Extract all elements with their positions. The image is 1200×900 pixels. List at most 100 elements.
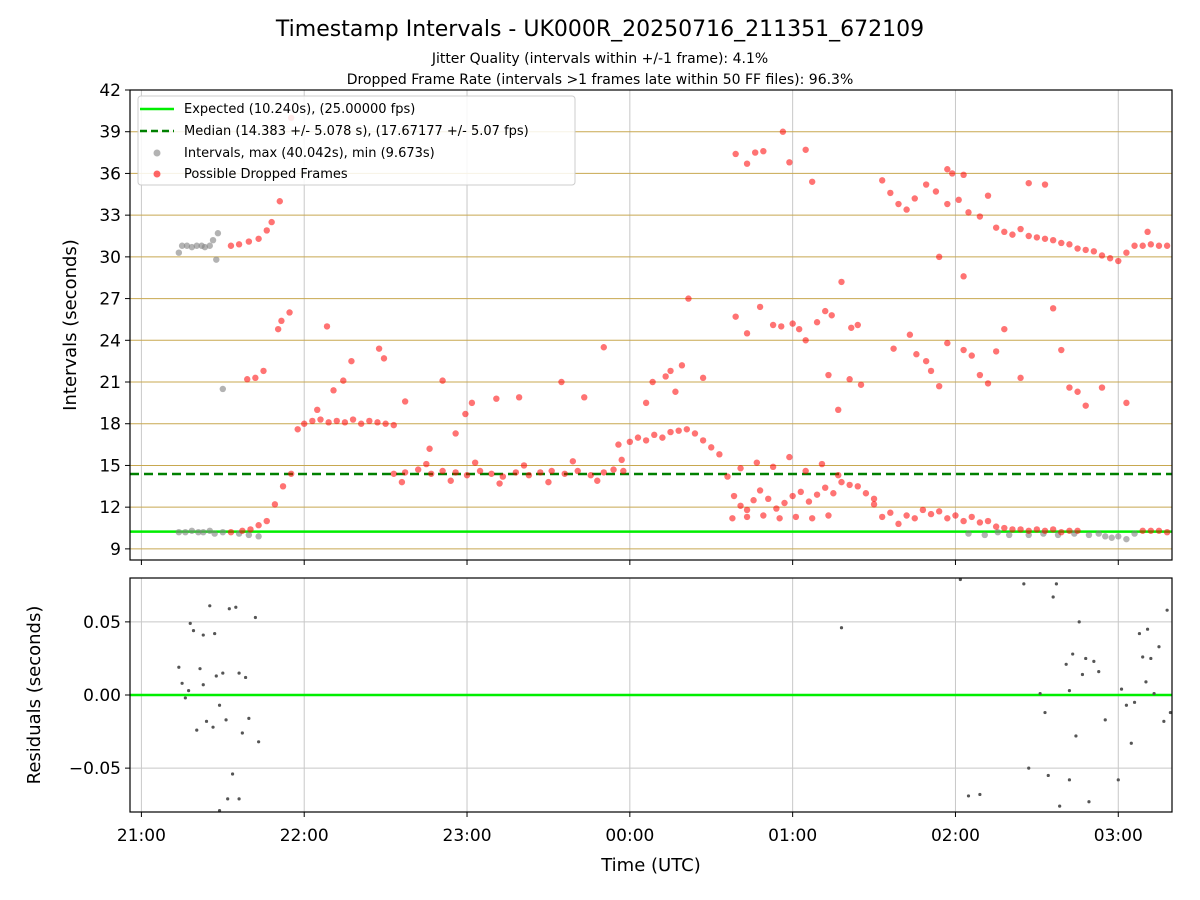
dropped-frame-point — [620, 467, 627, 475]
residual-point — [221, 671, 225, 675]
dropped-frame-point — [496, 480, 503, 487]
residual-point — [1157, 645, 1161, 649]
legend-expected-label: Expected (10.240s), (25.00000 fps) — [184, 102, 415, 117]
dropped-frame-point — [906, 331, 914, 338]
dropped-frame-point — [271, 501, 279, 508]
dropped-frame-point — [699, 374, 707, 382]
top-y-axis-label: Intervals (seconds) — [60, 239, 81, 411]
dropped-frame-point — [348, 357, 355, 365]
dropped-frame-point — [786, 159, 793, 166]
residual-point — [214, 674, 218, 678]
dropped-frame-point — [716, 451, 723, 458]
interval-point — [214, 230, 222, 237]
dropped-frame-point — [1025, 232, 1032, 240]
residual-point — [1067, 778, 1072, 782]
dropped-frame-point — [935, 508, 943, 515]
residual-point — [230, 772, 235, 776]
dropped-frame-point — [1066, 527, 1073, 534]
residual-point — [1084, 656, 1088, 661]
dropped-frame-point — [634, 434, 642, 441]
residual-point — [1064, 662, 1068, 666]
dropped-frame-point — [439, 467, 446, 475]
dropped-frame-point — [932, 188, 940, 195]
residual-point — [1137, 631, 1142, 636]
dropped-frame-point — [439, 377, 446, 384]
dropped-frame-point — [675, 427, 682, 434]
dropped-frame-point — [835, 471, 842, 479]
interval-point — [255, 533, 262, 540]
dropped-frame-point — [779, 128, 787, 135]
dropped-frame-point — [260, 367, 267, 375]
residual-point — [237, 797, 241, 801]
dropped-frame-point — [927, 510, 935, 518]
dropped-frame-point — [922, 181, 930, 188]
dropped-frame-point — [1049, 305, 1057, 312]
interval-point — [175, 249, 183, 256]
dropped-frame-point — [462, 410, 469, 418]
dropped-frame-point — [760, 512, 767, 519]
dropped-frame-point — [699, 437, 707, 444]
dropped-frame-point — [944, 200, 951, 208]
dropped-frame-point — [574, 467, 581, 475]
dropped-frame-point — [1001, 228, 1008, 236]
residual-point — [227, 607, 231, 611]
interval-point — [1131, 530, 1138, 537]
residual-point — [1149, 656, 1153, 661]
dropped-frame-point — [426, 445, 433, 452]
dropped-frame-point — [1001, 524, 1008, 532]
dropped-frame-point — [414, 466, 422, 473]
dropped-frame-point — [968, 513, 975, 521]
dropped-frame-point — [1058, 239, 1065, 247]
dropped-frame-point — [309, 417, 316, 425]
dropped-frame-point — [618, 456, 625, 464]
dropped-frame-point — [493, 395, 500, 402]
chart-title: Timestamp Intervals - UK000R_20250716_21… — [275, 17, 924, 42]
residual-point — [1054, 582, 1059, 586]
dropped-frame-point — [792, 513, 800, 521]
dropped-frame-point — [691, 430, 699, 437]
top-y-tick-label: 36 — [99, 164, 121, 184]
dropped-frame-point — [857, 381, 865, 388]
dropped-frame-point — [968, 352, 975, 359]
residual-point — [217, 808, 222, 813]
dropped-frame-point — [366, 417, 373, 425]
interval-point — [183, 242, 191, 249]
dropped-frame-point — [797, 488, 804, 496]
dropped-frame-point — [561, 470, 568, 477]
interval-point — [201, 243, 209, 251]
dropped-frame-point — [802, 467, 809, 475]
residual-point — [1092, 659, 1096, 663]
dropped-frame-point — [428, 470, 435, 477]
dropped-frame-point — [476, 467, 484, 475]
dropped-frame-point — [382, 420, 389, 427]
residual-point — [1141, 655, 1145, 659]
dropped-frame-point — [1147, 527, 1155, 534]
dropped-frame-point — [374, 419, 381, 426]
dropped-frame-point — [1066, 384, 1073, 391]
dropped-frame-point — [330, 387, 337, 394]
interval-point — [994, 528, 1001, 536]
residual-point — [204, 719, 209, 723]
interval-point — [965, 530, 972, 537]
dropped-frame-point — [789, 492, 796, 500]
dropped-frame-point — [651, 431, 658, 439]
interval-point — [1102, 533, 1109, 540]
dropped-frame-point — [813, 319, 821, 326]
dropped-frame-point — [848, 324, 855, 331]
dropped-frame-point — [1123, 249, 1130, 256]
interval-point — [219, 385, 227, 393]
dropped-frame-point — [649, 378, 656, 386]
dropped-frame-point — [976, 371, 984, 379]
residual-point — [1077, 620, 1081, 624]
residual-point — [1116, 778, 1120, 782]
dropped-frame-point — [960, 346, 967, 354]
dropped-frame-point — [984, 192, 992, 199]
dropped-frame-point — [398, 478, 406, 486]
dropped-frame-point — [600, 469, 607, 476]
dropped-frame-point — [1139, 242, 1146, 249]
dropped-frame-point — [992, 224, 1000, 231]
residual-point — [217, 703, 222, 707]
dropped-frame-point — [732, 150, 739, 158]
dropped-frame-point — [737, 465, 744, 472]
